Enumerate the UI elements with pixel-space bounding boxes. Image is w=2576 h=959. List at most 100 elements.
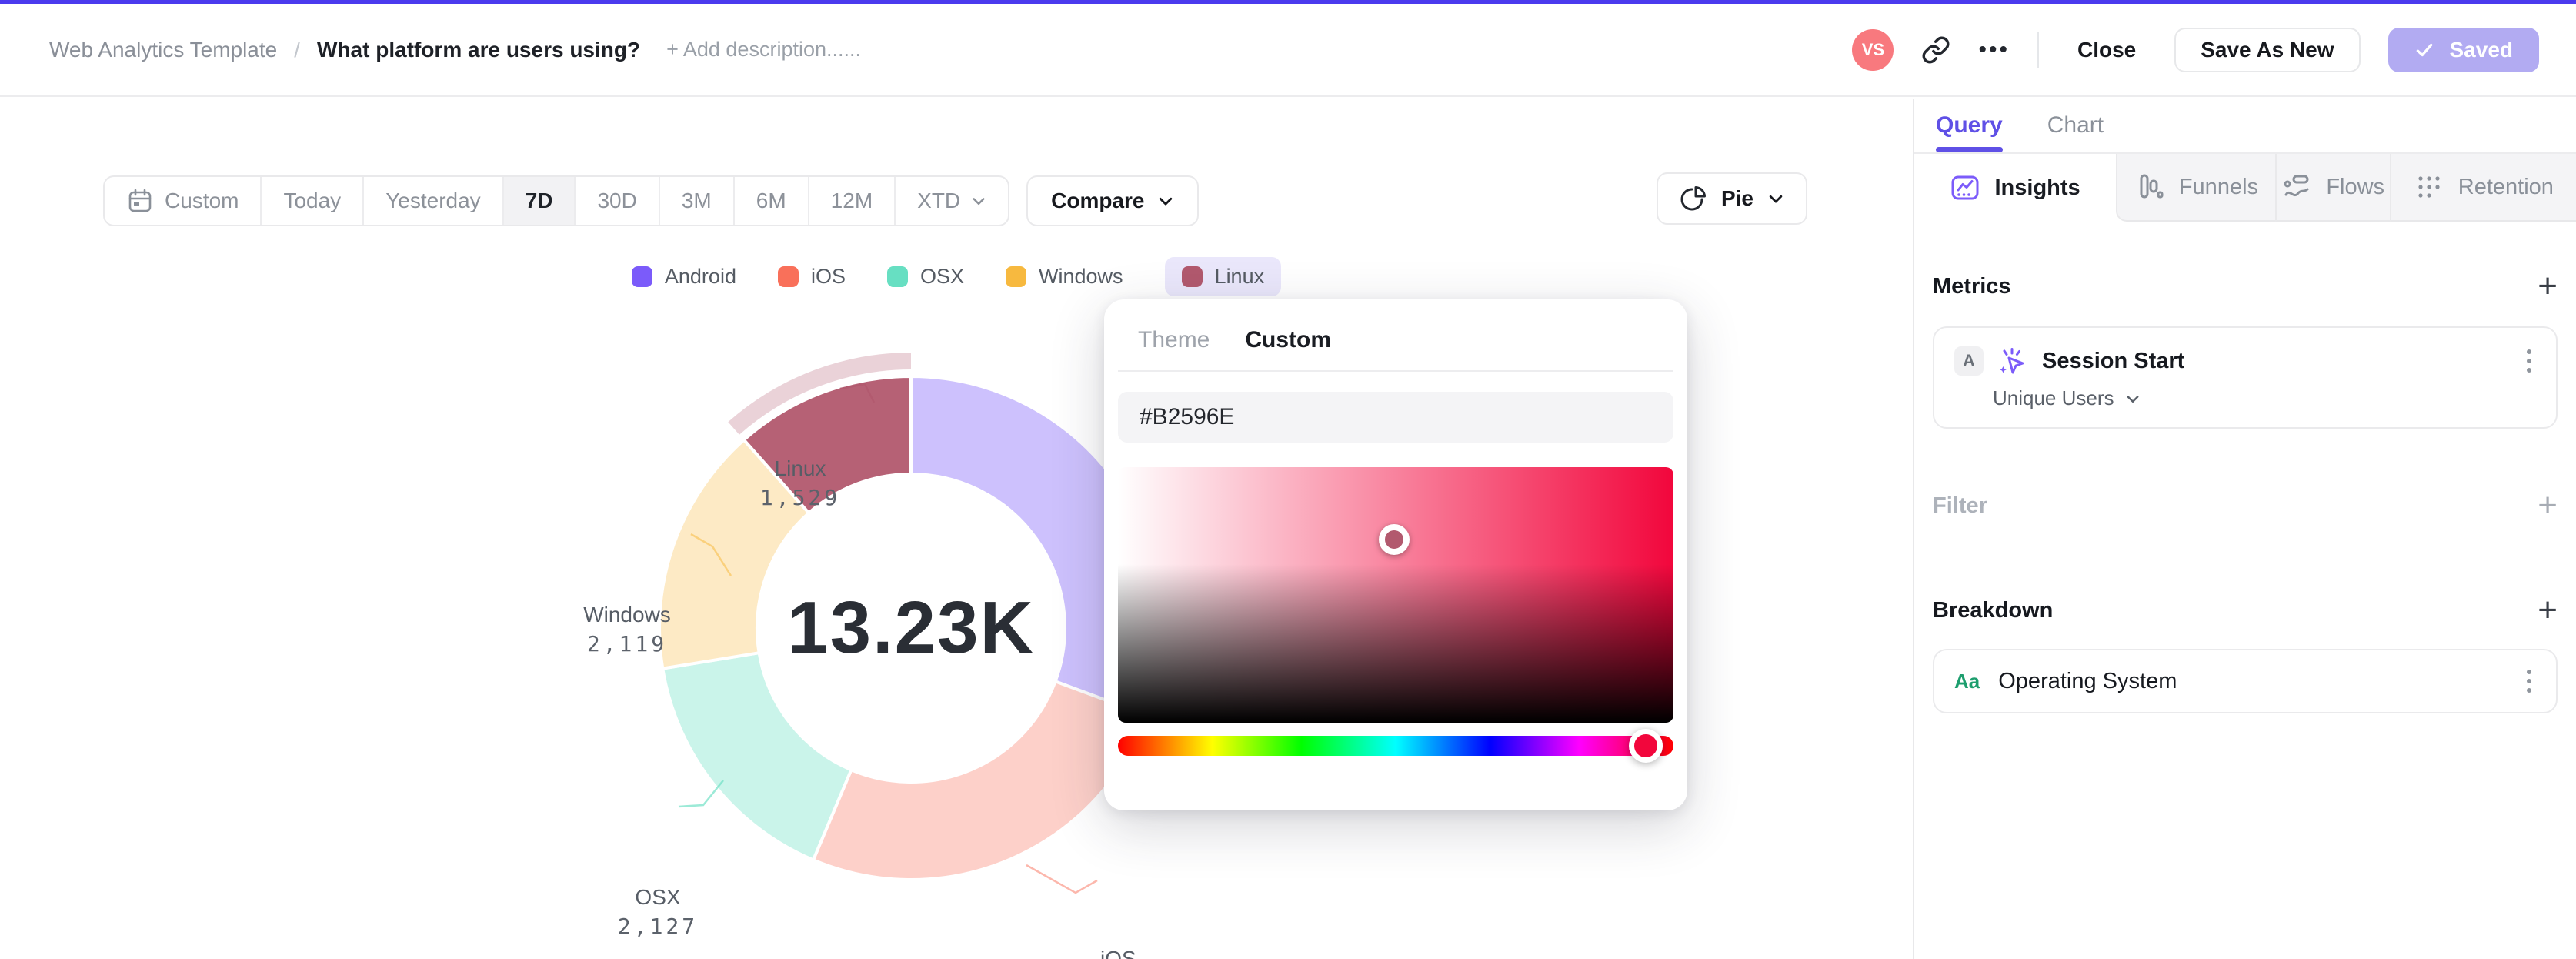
active-tab-underline — [1936, 147, 2003, 152]
slice-label-windows: Windows 2,119 — [583, 603, 671, 657]
saved-label: Saved — [2449, 37, 2514, 62]
metric-event-label[interactable]: Session Start — [2042, 348, 2185, 373]
range-30d[interactable]: 30D — [576, 177, 660, 225]
breakdown-property-label[interactable]: Operating System — [1998, 668, 2177, 693]
range-label: XTD — [917, 189, 961, 212]
add-breakdown-button[interactable]: + — [2538, 591, 2558, 629]
check-icon — [2416, 43, 2432, 56]
chevron-down-icon — [2125, 391, 2141, 406]
pie-slice-ios[interactable] — [811, 680, 1149, 881]
metrics-header: Metrics — [1933, 273, 2011, 299]
range-label: 7D — [525, 189, 553, 212]
tab-custom[interactable]: Custom — [1245, 327, 1332, 353]
metric-kebab-menu[interactable] — [2522, 345, 2536, 377]
add-description-button[interactable]: + Add description...... — [666, 38, 861, 61]
chevron-down-icon — [971, 193, 986, 209]
range-label: Custom — [165, 189, 239, 212]
mode-tab-retention[interactable]: Retention — [2389, 154, 2576, 222]
add-filter-button[interactable]: + — [2538, 486, 2558, 524]
slice-label-osx: OSX 2,127 — [618, 885, 698, 939]
mode-tab-funnels[interactable]: Funnels — [2116, 154, 2275, 222]
share-link-icon[interactable] — [1921, 35, 1950, 65]
flows-icon — [2284, 175, 2309, 197]
aggregation-dropdown[interactable]: Unique Users — [1993, 386, 2536, 410]
legend-swatch — [1006, 266, 1027, 287]
close-button[interactable]: Close — [2077, 37, 2137, 62]
selected-slice-highlight — [728, 353, 911, 435]
legend-item-android[interactable]: Android — [631, 257, 736, 296]
chart-canvas: Custom Today Yesterday 7D 30D 3M 6M 12M XTD Comp… — [0, 99, 1913, 959]
query-sidebar: Query Chart Insights Funnels Flows Retentio… — [1913, 99, 2576, 959]
chart-type-select[interactable]: Pie — [1656, 172, 1807, 225]
color-picker-tabs: Theme Custom — [1138, 327, 1673, 353]
chart-center-total: 13.23K — [787, 586, 1035, 669]
hue-slider-handle[interactable] — [1629, 729, 1663, 763]
legend-item-ios[interactable]: iOS — [777, 257, 846, 296]
tab-query-label: Query — [1936, 112, 2003, 138]
pie-slice-osx[interactable] — [661, 651, 853, 862]
range-7d[interactable]: 7D — [503, 177, 576, 225]
insight-mode-tabs: Insights Funnels Flows Retention — [1914, 154, 2576, 222]
chevron-down-icon — [1157, 192, 1174, 209]
range-label: Yesterday — [385, 189, 481, 212]
saved-button[interactable]: Saved — [2387, 27, 2539, 72]
range-yesterday[interactable]: Yesterday — [364, 177, 504, 225]
breakdown-kebab-menu[interactable] — [2522, 665, 2536, 697]
date-range-group: Custom Today Yesterday 7D 30D 3M 6M 12M XTD — [103, 175, 1010, 226]
pie-slice-linux[interactable] — [742, 375, 913, 515]
hex-color-input[interactable]: #B2596E — [1118, 392, 1673, 443]
range-3m[interactable]: 3M — [660, 177, 735, 225]
mode-tab-insights[interactable]: Insights — [1914, 154, 2117, 222]
mode-tab-flows[interactable]: Flows — [2274, 154, 2390, 222]
range-custom[interactable]: Custom — [105, 177, 262, 225]
breadcrumb-root[interactable]: Web Analytics Template — [49, 37, 278, 62]
tab-chart-label: Chart — [2047, 112, 2104, 138]
legend-label: OSX — [919, 265, 965, 288]
metrics-section-header: Metrics + — [1933, 267, 2558, 305]
label-leader-windows — [690, 533, 732, 576]
hue-slider[interactable] — [1118, 729, 1673, 763]
metric-row: A Session Start — [1954, 345, 2536, 377]
tab-chart[interactable]: Chart — [2047, 99, 2104, 152]
avatar[interactable]: VS — [1852, 28, 1894, 71]
filter-section-header: Filter + — [1933, 486, 2558, 524]
gradient-cursor[interactable] — [1379, 524, 1410, 555]
metric-card: A Session Start Unique Users — [1933, 326, 2558, 429]
legend-item-linux[interactable]: Linux — [1164, 257, 1282, 296]
range-today[interactable]: Today — [262, 177, 365, 225]
color-picker-popover: Theme Custom #B2596E — [1104, 299, 1687, 810]
pie-chart-icon — [1680, 186, 1706, 211]
range-label: 30D — [597, 189, 637, 212]
save-as-new-button[interactable]: Save As New — [2174, 27, 2361, 72]
slice-label-value: 1,529 — [759, 485, 841, 511]
range-6m[interactable]: 6M — [735, 177, 809, 225]
topbar-actions: VS ••• Close Save As New Saved — [1852, 27, 2539, 72]
mode-tab-label: Flows — [2326, 174, 2385, 199]
range-12m[interactable]: 12M — [809, 177, 896, 225]
range-label: 6M — [756, 189, 786, 212]
breadcrumb-separator: / — [294, 37, 301, 62]
legend-label: Windows — [1039, 265, 1123, 288]
tab-query[interactable]: Query — [1936, 99, 2003, 152]
slice-label-name: OSX — [635, 885, 681, 909]
picker-divider — [1118, 370, 1673, 372]
tab-theme[interactable]: Theme — [1138, 327, 1210, 353]
donut-chart — [658, 353, 1164, 894]
legend-item-osx[interactable]: OSX — [886, 257, 965, 296]
insights-icon — [1951, 175, 1979, 200]
chart-legend: Android iOS OSX Windows Linux — [0, 257, 1913, 296]
page-title[interactable]: What platform are users using? — [317, 37, 641, 62]
add-metric-button[interactable]: + — [2538, 267, 2558, 305]
label-leader-linux — [839, 383, 876, 403]
more-menu-icon[interactable]: ••• — [1978, 36, 2010, 62]
legend-item-windows[interactable]: Windows — [1006, 257, 1123, 296]
legend-label: iOS — [810, 265, 846, 288]
range-label: 3M — [681, 189, 712, 212]
string-property-icon: Aa — [1954, 669, 1980, 693]
breakdown-section-header: Breakdown + — [1933, 591, 2558, 629]
compare-button[interactable]: Compare — [1026, 175, 1199, 226]
range-xtd[interactable]: XTD — [896, 177, 1008, 225]
saturation-gradient-area[interactable] — [1118, 467, 1673, 723]
mode-tab-label: Funnels — [2178, 174, 2259, 199]
